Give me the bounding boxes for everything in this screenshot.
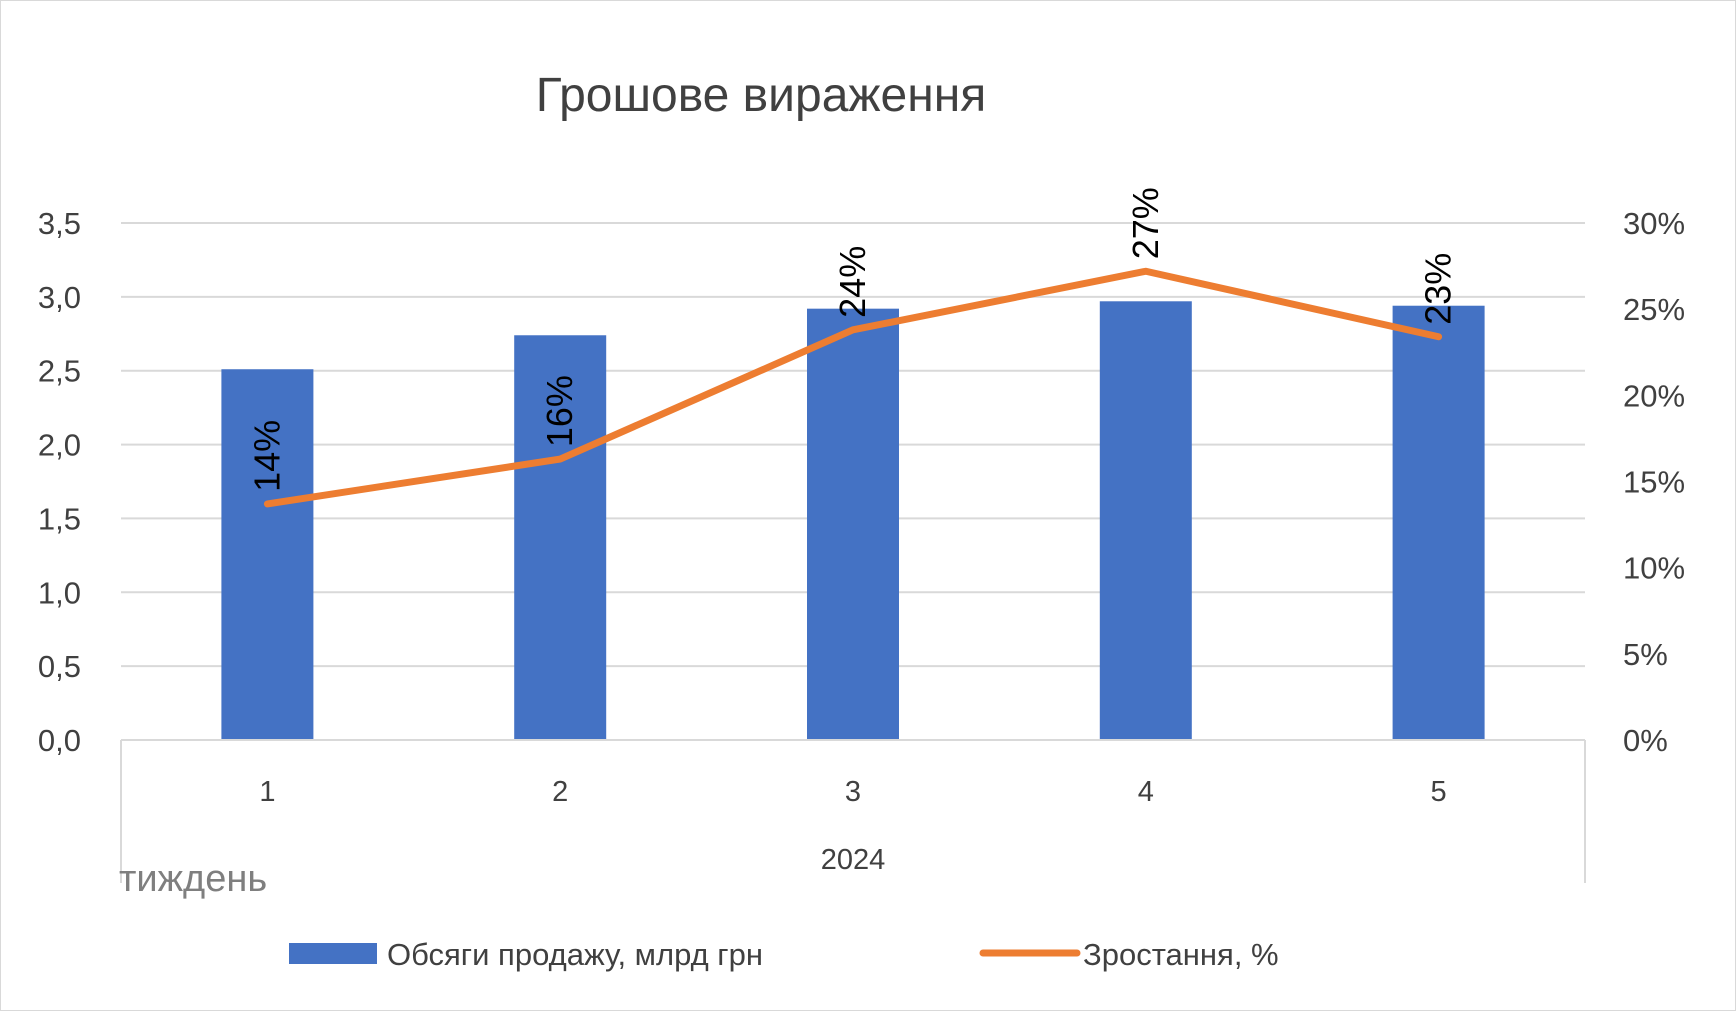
y-tick-label: 1,0 xyxy=(38,575,81,610)
x-tick-label: 5 xyxy=(1431,776,1447,808)
y-tick-label: 3,0 xyxy=(38,280,81,315)
x-group-label: 2024 xyxy=(821,844,886,876)
data-label: 24% xyxy=(832,246,873,318)
line-series xyxy=(263,267,1443,508)
y-tick-label: 2,5 xyxy=(38,354,81,389)
legend-label-line: Зростання, % xyxy=(1083,937,1279,972)
y2-tick-label: 5% xyxy=(1623,637,1668,672)
legend: Обсяги продажу, млрд грн Зростання, % xyxy=(289,937,1279,972)
y2-tick-label: 20% xyxy=(1623,378,1685,413)
chart-title: Грошове вираження xyxy=(536,69,986,122)
data-label: 27% xyxy=(1125,187,1166,259)
y2-tick-label: 30% xyxy=(1623,206,1685,241)
data-labels: 14% 16% 24% 27% 23% xyxy=(246,187,1458,492)
x-tick-label: 3 xyxy=(845,776,861,808)
y2-tick-label: 0% xyxy=(1623,723,1668,758)
bar xyxy=(514,335,607,740)
data-label: 14% xyxy=(246,420,287,492)
y2-tick-label: 25% xyxy=(1623,292,1685,327)
bar xyxy=(1099,301,1192,740)
x-tick-label: 4 xyxy=(1138,776,1154,808)
bar xyxy=(1392,305,1485,740)
y-tick-label: 0,0 xyxy=(38,723,81,758)
growth-line xyxy=(263,267,1443,508)
x-tick-label: 2 xyxy=(552,776,568,808)
legend-label-bars: Обсяги продажу, млрд грн xyxy=(387,937,763,972)
y-tick-label: 3,5 xyxy=(38,206,81,241)
axes: 0,0 0,5 1,0 1,5 2,0 2,5 3,0 3,5 0% 5% 10% 15% 20% 25%… xyxy=(38,206,1685,883)
y-tick-label: 0,5 xyxy=(38,649,81,684)
x-tick-label: 1 xyxy=(259,776,275,808)
x-axis-title: тиждень xyxy=(119,858,267,900)
y2-tick-label: 10% xyxy=(1623,551,1685,586)
data-label: 23% xyxy=(1418,253,1459,325)
y2-tick-label: 15% xyxy=(1623,465,1685,500)
legend-swatch-bars xyxy=(289,943,377,964)
bar-series xyxy=(221,301,1485,740)
y-tick-label: 1,5 xyxy=(38,501,81,536)
data-label: 16% xyxy=(539,375,580,447)
y-tick-label: 2,0 xyxy=(38,428,81,463)
bar xyxy=(807,308,899,740)
bar xyxy=(221,369,314,740)
